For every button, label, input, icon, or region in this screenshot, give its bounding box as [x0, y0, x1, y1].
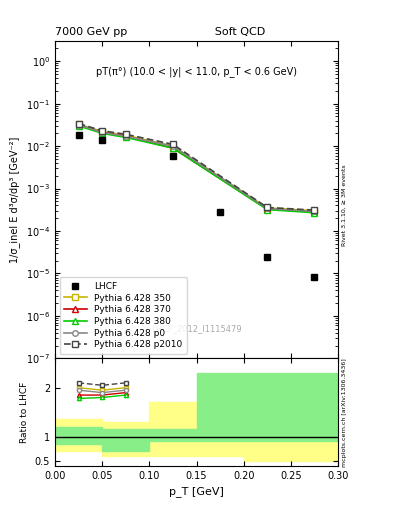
Pythia 6.428 380 [123, 134, 128, 140]
Pythia 6.428 370 [265, 206, 270, 212]
LHCF [265, 254, 270, 261]
LHCF [312, 273, 317, 280]
Pythia 6.428 p2010 [100, 127, 105, 134]
Pythia 6.428 p0 [123, 133, 128, 139]
Bar [244, 373, 338, 441]
Pythia 6.428 380 [265, 206, 270, 212]
Pythia 6.428 p0 [265, 205, 270, 211]
Line: Pythia 6.428 p2010: Pythia 6.428 p2010 [76, 121, 317, 213]
Pythia 6.428 370 [100, 130, 105, 136]
Bar [102, 422, 149, 456]
Text: 7000 GeV pp                         Soft QCD: 7000 GeV pp Soft QCD [55, 28, 265, 37]
Text: pT(π°) (10.0 < |y| < 11.0, p_T < 0.6 GeV): pT(π°) (10.0 < |y| < 11.0, p_T < 0.6 GeV… [96, 67, 297, 77]
Pythia 6.428 350 [76, 121, 81, 127]
LHCF [100, 137, 105, 143]
Bar [149, 402, 196, 456]
Bar [55, 427, 102, 444]
Text: mcplots.cern.ch [arXiv:1306.3436]: mcplots.cern.ch [arXiv:1306.3436] [342, 358, 347, 466]
Legend: LHCF, Pythia 6.428 350, Pythia 6.428 370, Pythia 6.428 380, Pythia 6.428 p0, Pyt: LHCF, Pythia 6.428 350, Pythia 6.428 370… [59, 278, 187, 354]
LHCF [218, 209, 222, 215]
Line: Pythia 6.428 380: Pythia 6.428 380 [76, 123, 317, 216]
Pythia 6.428 350 [171, 143, 175, 149]
Text: LHCF_2012_I1115479: LHCF_2012_I1115479 [151, 324, 242, 333]
Pythia 6.428 380 [100, 130, 105, 136]
Pythia 6.428 p0 [171, 143, 175, 149]
Line: LHCF: LHCF [75, 132, 318, 280]
LHCF [76, 132, 81, 138]
Bar [196, 373, 244, 441]
X-axis label: p_T [GeV]: p_T [GeV] [169, 486, 224, 497]
Pythia 6.428 350 [265, 205, 270, 211]
Pythia 6.428 p0 [312, 208, 317, 215]
Line: Pythia 6.428 350: Pythia 6.428 350 [76, 121, 317, 214]
Pythia 6.428 370 [76, 122, 81, 129]
Pythia 6.428 350 [312, 208, 317, 214]
Pythia 6.428 p2010 [76, 120, 81, 126]
Pythia 6.428 p2010 [171, 141, 175, 147]
Pythia 6.428 p0 [76, 122, 81, 128]
Y-axis label: Ratio to LHCF: Ratio to LHCF [20, 381, 29, 443]
Pythia 6.428 380 [76, 123, 81, 129]
Pythia 6.428 380 [171, 145, 175, 151]
Bar [196, 397, 244, 456]
Bar [244, 388, 338, 461]
Pythia 6.428 p2010 [312, 207, 317, 213]
Y-axis label: 1/σ_inel E d³σ/dp³ [GeV⁻²]: 1/σ_inel E d³σ/dp³ [GeV⁻²] [9, 137, 20, 263]
Pythia 6.428 370 [312, 209, 317, 215]
Pythia 6.428 380 [312, 209, 317, 216]
Line: Pythia 6.428 370: Pythia 6.428 370 [76, 122, 317, 215]
Bar [102, 429, 149, 451]
Pythia 6.428 p2010 [123, 131, 128, 137]
Bar [149, 429, 196, 441]
Pythia 6.428 370 [123, 133, 128, 139]
Pythia 6.428 350 [100, 129, 105, 135]
Pythia 6.428 370 [171, 145, 175, 151]
Pythia 6.428 p2010 [265, 204, 270, 210]
Text: Rivet 3.1.10, ≥ 3M events: Rivet 3.1.10, ≥ 3M events [342, 164, 347, 246]
LHCF [171, 153, 175, 159]
Line: Pythia 6.428 p0: Pythia 6.428 p0 [76, 122, 317, 214]
Bar [55, 419, 102, 451]
Pythia 6.428 350 [123, 132, 128, 138]
Pythia 6.428 p0 [100, 130, 105, 136]
